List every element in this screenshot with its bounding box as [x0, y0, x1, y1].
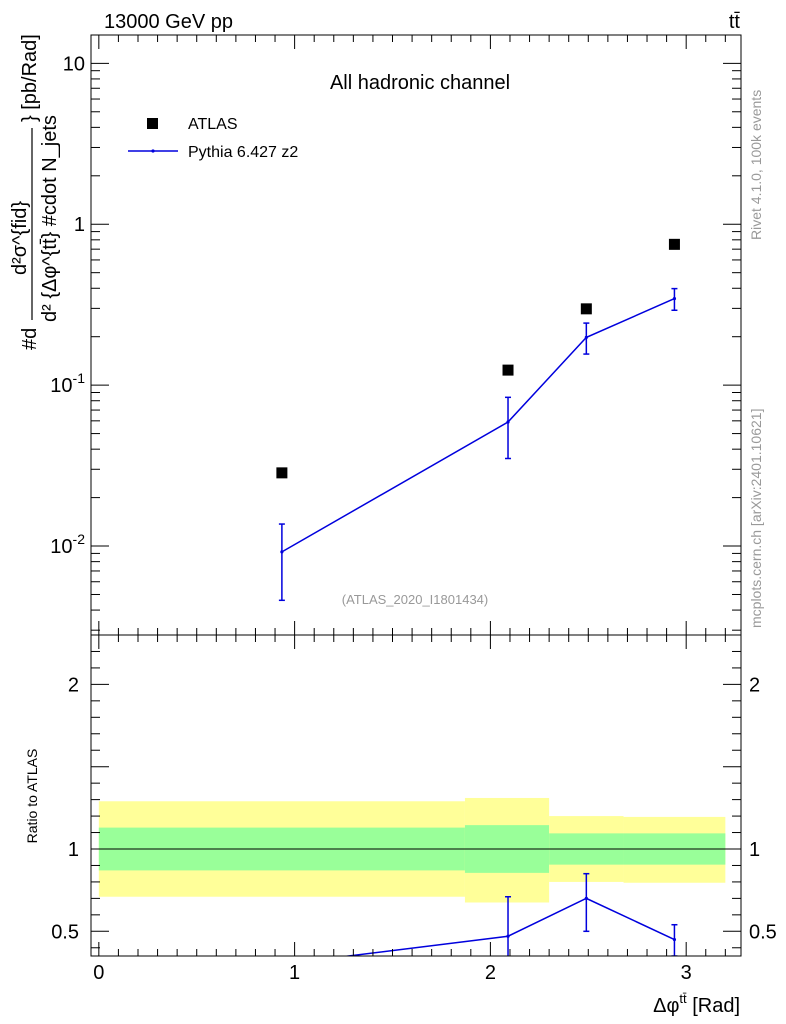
main-ylabel: #d d²σ^{fid} d² {Δφ^{tt̄} #cdot N_jets }…: [9, 34, 61, 350]
ratio-y-tick-label-left: 0.5: [51, 921, 79, 943]
ratio-y-tick-label-right: 0.5: [749, 921, 777, 943]
ratio-ylabel: Ratio to ATLAS: [24, 749, 40, 844]
main-y-tick-exponent: -2: [73, 531, 86, 547]
mcplots-source-label: mcplots.cern.ch [arXiv:2401.10621]: [748, 409, 764, 628]
legend-mc-marker: [151, 149, 155, 153]
ratio-mc-clipped: [342, 872, 678, 956]
ratio-frame: [90, 634, 742, 957]
ratio-mc-point-1: [506, 934, 510, 938]
ratio-mc-point-3: [672, 937, 677, 942]
axes: 0 1 2 3 10-2 10-1 1 10 0.5 0.5 1 1 2 2: [50, 34, 777, 984]
ratio-y-tick-label-left: 1: [68, 839, 79, 861]
ratio-mc-line: [342, 897, 675, 956]
main-y-tick-label: 10: [63, 53, 85, 75]
ratio-y-tick-label-left: 2: [68, 674, 79, 696]
main-y-tick-label: 10-2: [50, 531, 85, 558]
main-mc-series: [278, 287, 678, 602]
main-ylabel-denominator: d² {Δφ^{tt̄} #cdot N_jets: [39, 115, 61, 322]
rivet-version-label: Rivet 4.1.0, 100k events: [748, 90, 764, 240]
atlas-data-point-1: [502, 364, 514, 376]
legend-atlas-label: ATLAS: [188, 116, 238, 133]
main-mc-point-1: [506, 420, 510, 424]
legend-mc-label: Pythia 6.427 z2: [188, 144, 298, 161]
energy-label: 13000 GeV pp: [104, 11, 233, 33]
main-y-tick-label: 10-1: [50, 370, 85, 397]
atlas-data-point-2: [580, 303, 592, 315]
ratio-uncertainty-bands: [98, 797, 726, 903]
xlabel: Δφtt̄ [Rad]: [653, 991, 740, 1017]
x-tick-label: 1: [289, 962, 300, 984]
analysis-id: (ATLAS_2020_I1801434): [342, 592, 488, 607]
main-y-tick-exponent: -1: [73, 370, 86, 386]
main-mc-line: [281, 297, 675, 553]
x-tick-label: 0: [93, 962, 104, 984]
main-atlas-series: [276, 238, 680, 479]
main-ylabel-unit: } [pb/Rad]: [19, 34, 41, 122]
ratio-y-tick-label-right: 2: [749, 674, 760, 696]
x-tick-label: 2: [485, 962, 496, 984]
main-ylabel-numerator: d²σ^{fid}: [9, 201, 31, 275]
ratio-mc-series: [342, 872, 678, 956]
main-mc-point-2: [584, 335, 588, 340]
atlas-data-point-0: [276, 467, 288, 479]
ratio-y-tick-label-right: 1: [749, 839, 760, 861]
main-mc-point-0: [280, 550, 284, 554]
legend: ATLAS Pythia 6.427 z2: [128, 116, 298, 161]
process-label: tt̄: [729, 11, 741, 33]
legend-atlas-marker: [147, 118, 158, 129]
atlas-data-point-3: [668, 238, 680, 250]
main-y-tick-label: 1: [74, 214, 85, 236]
ratio-mc-point-2: [584, 896, 588, 900]
main-mc-point-3: [672, 297, 677, 301]
main-ylabel-text: #d: [19, 328, 41, 350]
chart-title: All hadronic channel: [330, 72, 510, 94]
x-tick-label: 3: [681, 962, 692, 984]
